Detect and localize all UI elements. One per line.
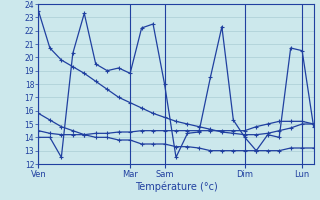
X-axis label: Température (°c): Température (°c) [135,181,217,192]
